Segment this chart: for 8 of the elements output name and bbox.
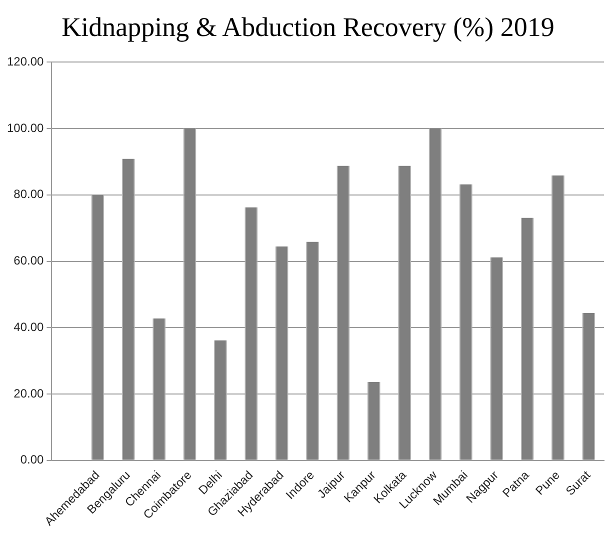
y-tick-label: 40.00 (14, 320, 44, 334)
y-tick-label: 80.00 (14, 187, 44, 202)
y-tick-label: 120.00 (7, 54, 44, 69)
y-tick-label: 20.00 (14, 386, 44, 400)
chart-title: Kidnapping & Abduction Recovery (%) 2019 (60, 12, 556, 44)
y-tick-label: 60.00 (14, 254, 44, 268)
y-tick-label: 100.00 (7, 120, 44, 135)
y-tick-label: 0.00 (20, 452, 44, 467)
